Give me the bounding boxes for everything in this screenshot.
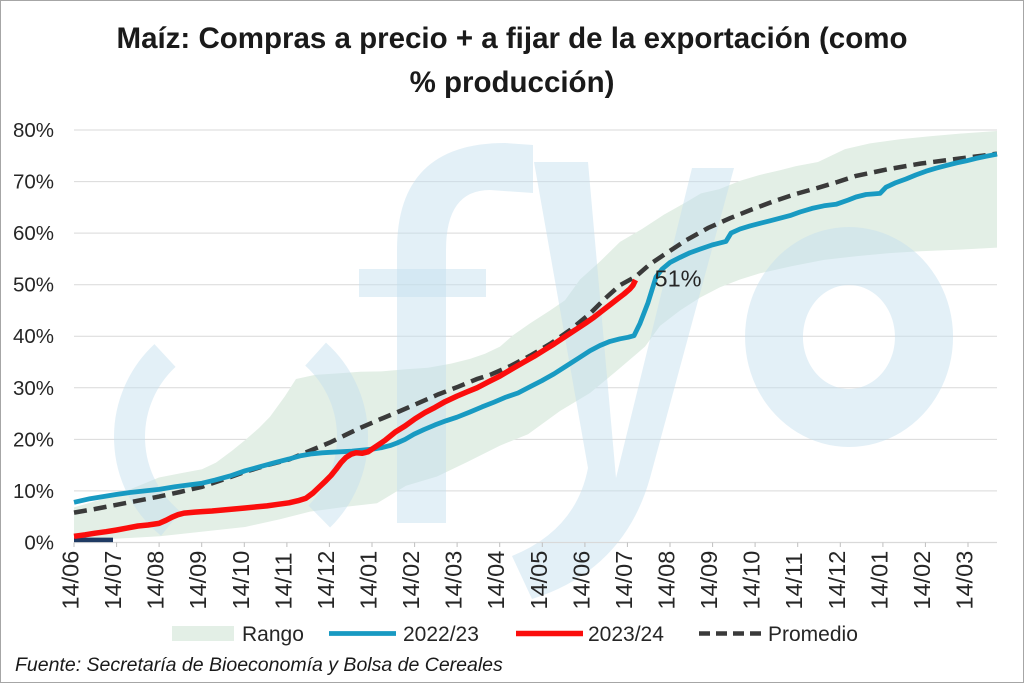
svg-text:14/06: 14/06 [58,551,84,610]
svg-text:14/11: 14/11 [781,552,807,609]
svg-text:14/01: 14/01 [356,551,382,610]
svg-text:2023/24: 2023/24 [588,623,664,646]
svg-text:30%: 30% [13,377,54,400]
svg-text:14/11: 14/11 [270,552,296,609]
svg-text:70%: 70% [13,171,54,194]
svg-text:14/02: 14/02 [398,551,424,610]
svg-text:10%: 10% [13,480,54,503]
svg-text:Maíz: Compras a precio + a fij: Maíz: Compras a precio + a fijar de la e… [117,22,908,55]
svg-text:14/05: 14/05 [526,551,552,610]
svg-text:Fuente: Secretaría de Bioecono: Fuente: Secretaría de Bioeconomía y Bols… [15,654,503,676]
svg-text:80%: 80% [13,119,54,142]
svg-text:14/10: 14/10 [228,551,254,610]
svg-text:14/07: 14/07 [611,551,637,610]
svg-text:14/06: 14/06 [568,551,594,610]
svg-text:14/02: 14/02 [909,551,935,610]
svg-text:14/07: 14/07 [100,551,126,610]
svg-text:Rango: Rango [242,623,304,646]
svg-text:2022/23: 2022/23 [403,623,479,646]
svg-text:14/04: 14/04 [483,551,509,610]
svg-text:20%: 20% [13,428,54,451]
svg-text:14/12: 14/12 [313,551,339,610]
svg-text:14/01: 14/01 [866,551,892,610]
svg-text:14/08: 14/08 [654,551,680,610]
svg-text:14/03: 14/03 [952,551,978,610]
svg-text:14/08: 14/08 [143,551,169,610]
svg-text:50%: 50% [13,274,54,297]
svg-text:Promedio: Promedio [768,623,858,646]
svg-text:51%: 51% [655,266,702,292]
svg-text:14/12: 14/12 [824,551,850,610]
svg-text:60%: 60% [13,222,54,245]
svg-text:14/09: 14/09 [185,551,211,610]
svg-text:14/10: 14/10 [739,551,765,610]
svg-text:14/03: 14/03 [441,551,467,610]
svg-text:0%: 0% [24,532,54,555]
svg-text:14/09: 14/09 [696,551,722,610]
svg-text:% producción): % producción) [410,66,615,99]
svg-text:40%: 40% [13,325,54,348]
